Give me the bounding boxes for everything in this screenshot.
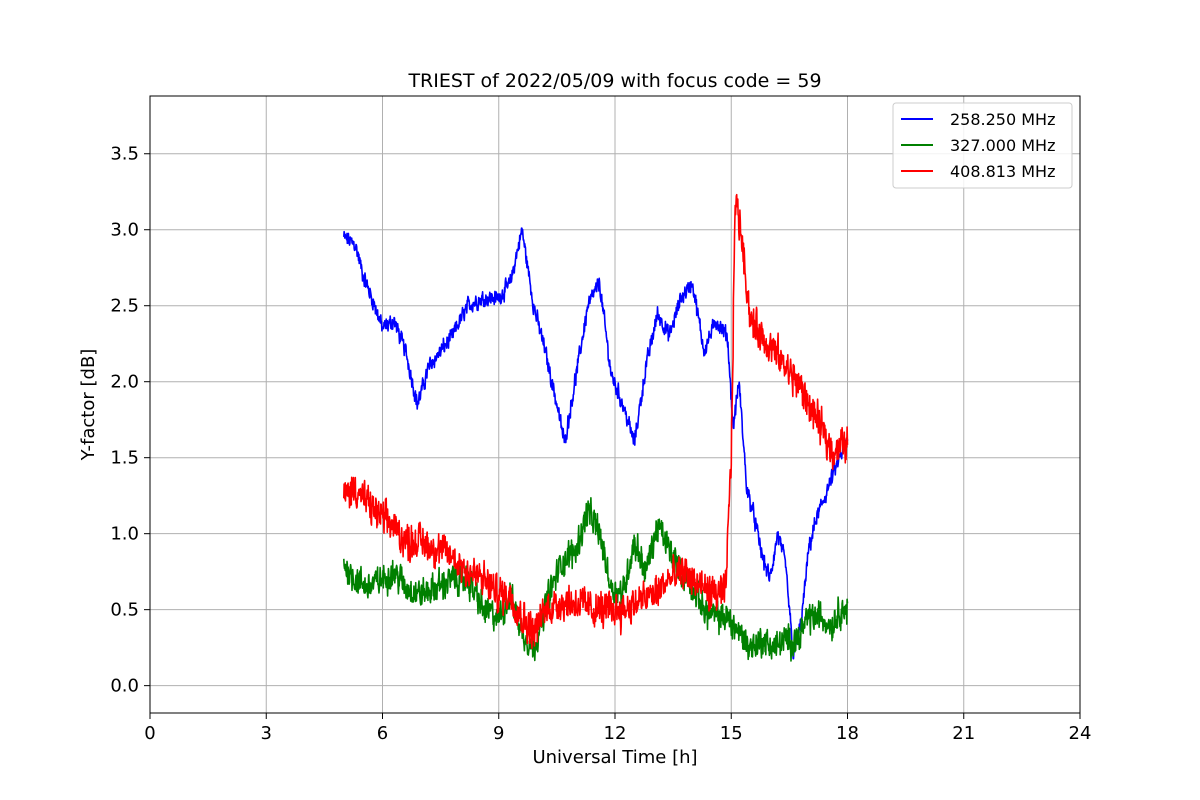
x-tick-label: 15 <box>720 723 743 744</box>
legend: 258.250 MHz 327.000 MHz 408.813 MHz <box>892 102 1073 189</box>
legend-entry: 408.813 MHz <box>950 162 1055 181</box>
x-tick-label: 0 <box>144 723 155 744</box>
x-tick-label: 12 <box>604 723 627 744</box>
x-axis-label: Universal Time [h] <box>532 747 697 768</box>
y-axis-label: Y-factor [dB] <box>78 349 99 462</box>
legend-entry: 258.250 MHz <box>950 110 1055 129</box>
y-tick-label: 1.5 <box>110 448 139 469</box>
y-tick-label: 2.5 <box>110 296 139 317</box>
legend-entry: 327.000 MHz <box>950 136 1055 155</box>
y-tick-label: 3.5 <box>110 144 139 165</box>
y-tick-label: 3.0 <box>110 220 139 241</box>
series-line-2 <box>343 497 849 662</box>
y-tick-label: 0.0 <box>110 676 139 697</box>
x-tick-label: 6 <box>377 723 388 744</box>
x-tick-label: 3 <box>261 723 272 744</box>
chart-title: TRIEST of 2022/05/09 with focus code = 5… <box>407 70 821 92</box>
y-axis: 0.0 0.5 1.0 1.5 2.0 2.5 3.0 3.5 <box>110 144 150 697</box>
series-line-1 <box>343 227 849 660</box>
x-tick-label: 18 <box>836 723 859 744</box>
y-tick-label: 0.5 <box>110 600 139 621</box>
x-tick-label: 24 <box>1069 723 1092 744</box>
x-axis: 0 3 6 9 12 15 18 21 24 <box>144 713 1091 744</box>
y-tick-label: 1.0 <box>110 524 139 545</box>
y-tick-label: 2.0 <box>110 372 139 393</box>
series-line-3 <box>343 193 849 649</box>
series-layer <box>343 193 849 662</box>
x-tick-label: 9 <box>493 723 504 744</box>
x-tick-label: 21 <box>952 723 975 744</box>
legend-box <box>892 102 1073 189</box>
